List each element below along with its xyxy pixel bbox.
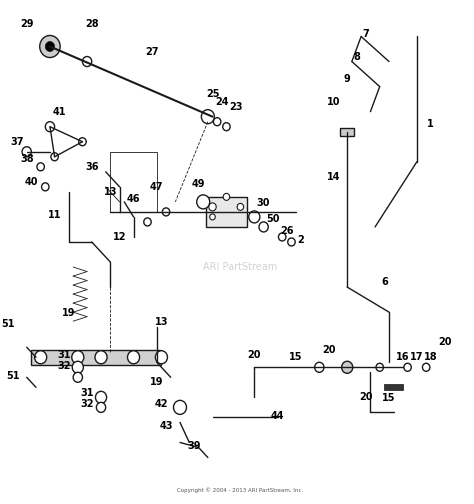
Text: 50: 50 xyxy=(266,214,280,224)
Text: 12: 12 xyxy=(113,232,127,242)
Text: 1: 1 xyxy=(428,119,434,129)
Text: 41: 41 xyxy=(53,107,66,116)
Bar xyxy=(384,385,403,390)
Circle shape xyxy=(96,402,106,412)
Text: 51: 51 xyxy=(1,319,15,329)
Text: Copyright © 2004 - 2013 ARI PartStream, Inc.: Copyright © 2004 - 2013 ARI PartStream, … xyxy=(177,487,303,492)
Text: 31: 31 xyxy=(81,389,94,398)
Text: 29: 29 xyxy=(20,19,34,29)
Text: 23: 23 xyxy=(229,102,243,112)
Bar xyxy=(206,197,247,227)
Circle shape xyxy=(40,35,60,57)
Circle shape xyxy=(162,208,170,216)
Text: 37: 37 xyxy=(11,137,24,147)
Text: 19: 19 xyxy=(62,308,75,318)
Text: 27: 27 xyxy=(146,46,159,56)
Text: 15: 15 xyxy=(382,393,396,403)
Circle shape xyxy=(51,153,58,161)
Circle shape xyxy=(95,351,107,364)
Circle shape xyxy=(128,351,139,364)
Circle shape xyxy=(237,204,244,210)
Text: 20: 20 xyxy=(247,350,261,360)
Text: ARI PartStream: ARI PartStream xyxy=(203,262,277,272)
Text: 31: 31 xyxy=(57,350,71,360)
Circle shape xyxy=(155,351,167,364)
Circle shape xyxy=(46,41,55,51)
Circle shape xyxy=(249,211,260,223)
Text: 20: 20 xyxy=(438,337,452,347)
Circle shape xyxy=(288,238,295,246)
Text: 9: 9 xyxy=(344,74,351,84)
Circle shape xyxy=(223,194,230,201)
Text: 11: 11 xyxy=(48,210,61,220)
Text: 17: 17 xyxy=(410,352,424,362)
Text: 30: 30 xyxy=(257,198,270,208)
Text: 18: 18 xyxy=(424,352,438,362)
Text: 15: 15 xyxy=(289,352,303,362)
Text: 16: 16 xyxy=(396,352,410,362)
Text: 46: 46 xyxy=(127,195,140,204)
Text: 47: 47 xyxy=(150,182,164,192)
Circle shape xyxy=(79,138,86,146)
Text: 49: 49 xyxy=(192,179,205,190)
Text: 6: 6 xyxy=(381,277,388,287)
Text: 24: 24 xyxy=(215,97,228,107)
Text: 38: 38 xyxy=(20,154,34,164)
Circle shape xyxy=(95,391,107,403)
Circle shape xyxy=(37,163,45,171)
Text: 13: 13 xyxy=(104,187,117,197)
Circle shape xyxy=(315,362,324,372)
Circle shape xyxy=(35,351,47,364)
Circle shape xyxy=(422,363,430,371)
Circle shape xyxy=(144,218,151,226)
Circle shape xyxy=(173,400,186,414)
Circle shape xyxy=(223,122,230,131)
Text: 19: 19 xyxy=(150,377,164,387)
Text: 44: 44 xyxy=(271,411,284,421)
Text: 28: 28 xyxy=(85,19,99,29)
Circle shape xyxy=(342,361,353,373)
Text: 14: 14 xyxy=(327,172,340,182)
Text: 8: 8 xyxy=(353,51,360,61)
Bar xyxy=(31,350,162,365)
Circle shape xyxy=(82,56,92,67)
Circle shape xyxy=(73,372,82,383)
Circle shape xyxy=(404,363,411,371)
Circle shape xyxy=(201,110,214,123)
Circle shape xyxy=(42,183,49,191)
Circle shape xyxy=(278,233,286,241)
Text: 32: 32 xyxy=(81,399,94,409)
Circle shape xyxy=(209,203,216,211)
Circle shape xyxy=(376,363,383,371)
Circle shape xyxy=(210,214,215,220)
Text: 42: 42 xyxy=(155,399,168,409)
Text: 51: 51 xyxy=(6,371,19,381)
Circle shape xyxy=(213,117,221,125)
Bar xyxy=(110,152,157,212)
Text: 20: 20 xyxy=(322,345,336,355)
Circle shape xyxy=(72,351,84,364)
Text: 26: 26 xyxy=(280,226,293,236)
Bar xyxy=(340,128,354,136)
Text: 36: 36 xyxy=(85,162,99,172)
Circle shape xyxy=(46,121,55,132)
Text: 40: 40 xyxy=(25,177,38,187)
Text: 10: 10 xyxy=(327,97,340,107)
Text: 32: 32 xyxy=(57,361,71,371)
Text: 20: 20 xyxy=(359,392,373,402)
Text: 13: 13 xyxy=(155,317,168,327)
Text: 2: 2 xyxy=(297,235,304,245)
Text: 25: 25 xyxy=(206,89,219,99)
Text: 43: 43 xyxy=(159,421,173,431)
Text: 7: 7 xyxy=(363,29,369,39)
Circle shape xyxy=(197,195,210,209)
Circle shape xyxy=(72,361,83,373)
Circle shape xyxy=(259,222,268,232)
Circle shape xyxy=(22,147,31,157)
Text: 39: 39 xyxy=(187,442,201,452)
